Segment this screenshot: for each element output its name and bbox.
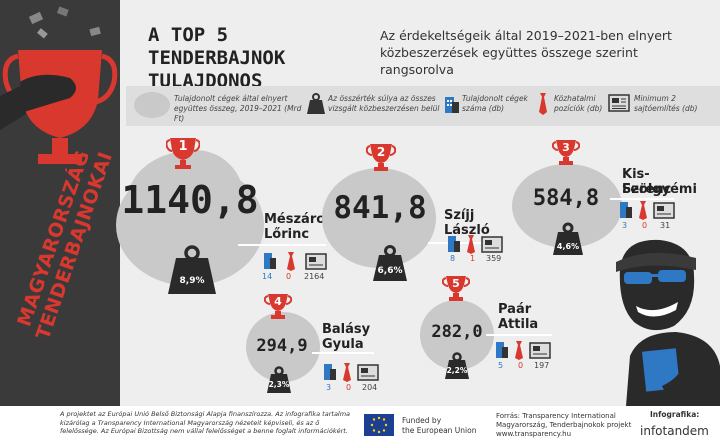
- legend-share: Az összérték súlya az összes vizsgált kö…: [328, 94, 440, 113]
- rank-3: 3: [562, 141, 570, 154]
- stat-icons-4: [324, 363, 379, 382]
- press-3: 31: [660, 221, 671, 230]
- positions-2: 1: [470, 254, 476, 263]
- source-line-2: Magyarország, Tenderbajnokok projekt: [496, 421, 632, 429]
- stat-icons-5: [496, 341, 551, 360]
- stat-icons-2: [448, 235, 503, 254]
- share-4: 2,3%: [268, 380, 290, 389]
- share-3: 4,6%: [556, 242, 580, 251]
- positions-5: 0: [518, 361, 524, 370]
- newspaper-legend-icon: [608, 94, 630, 112]
- legend-sum: Tulajdonolt cégek által elnyert együttes…: [174, 94, 302, 123]
- companies-5: 5: [498, 361, 504, 370]
- page-title: A TOP 5 TENDERBAJNOK TULAJDONOS: [148, 24, 286, 92]
- trophy-illustration: [0, 6, 118, 164]
- value-5: 282,0: [431, 322, 483, 342]
- leader-line-4: [312, 352, 374, 354]
- weight-icon-1: [168, 245, 216, 294]
- value-1: 1140,8: [121, 178, 259, 222]
- companies-4: 3: [326, 383, 332, 392]
- companies-1: 14: [262, 272, 273, 281]
- source-line-1: Forrás: Transparency International: [496, 412, 616, 420]
- value-4: 294,9: [256, 336, 308, 356]
- name-5b: Attila: [498, 317, 539, 332]
- weight-icon-5: [445, 352, 469, 379]
- source-url: www.transparency.hu: [496, 430, 572, 438]
- blob-5: [420, 300, 494, 370]
- rank-4: 4: [274, 295, 282, 308]
- trophy-icon: [552, 140, 580, 165]
- weight-icon-2: [373, 245, 407, 281]
- trophy-icon: [442, 276, 470, 301]
- value-2: 841,8: [333, 190, 427, 226]
- tie-legend-icon: [539, 93, 547, 115]
- footer-disclaimer: A projektet az Európai Unió Belső Bizton…: [60, 410, 351, 435]
- name-3a: Kis-Szölgyémi: [622, 167, 697, 197]
- blob-legend-icon: [134, 92, 170, 118]
- legend-companies: Tulajdonolt cégek száma (db): [462, 94, 528, 113]
- funded-line-1: Funded by: [402, 416, 442, 425]
- companies-2: 8: [450, 254, 456, 263]
- name-5a: Paár: [498, 302, 532, 317]
- leader-line-2: [428, 242, 500, 244]
- positions-4: 0: [346, 383, 352, 392]
- stat-icons-1: [264, 252, 327, 271]
- leader-line-1: [238, 244, 326, 246]
- positions-3: 0: [642, 221, 648, 230]
- footer: [0, 406, 720, 446]
- share-1: 8,9%: [179, 276, 205, 286]
- name-1b: Lőrinc: [264, 227, 310, 242]
- trophy-icon: [366, 144, 396, 171]
- value-3: 584,8: [532, 186, 600, 211]
- press-2: 359: [486, 254, 502, 263]
- companies-3: 3: [622, 221, 628, 230]
- weight-icon-3: [553, 222, 583, 255]
- name-2a: Szíjj: [444, 208, 475, 223]
- stat-icons-3: [620, 201, 675, 220]
- legend-press: Minimum 2 sajtóemlítés (db): [634, 94, 698, 113]
- weight-icon-4: [267, 366, 291, 393]
- press-5: 197: [534, 361, 550, 370]
- leader-line-5: [486, 334, 552, 336]
- name-4b: Gyula: [322, 337, 364, 352]
- share-2: 6,6%: [377, 266, 403, 276]
- rank-1: 1: [178, 139, 188, 154]
- legend-positions: Közhatalmi pozíciók (db): [554, 94, 603, 113]
- leader-line-3: [610, 198, 674, 200]
- name-2b: László: [444, 223, 490, 238]
- share-5: 2,2%: [446, 366, 468, 375]
- rank-5: 5: [452, 277, 460, 290]
- credit-label: Infografika:: [650, 410, 700, 419]
- funded-line-2: the European Union: [402, 426, 477, 435]
- positions-1: 0: [286, 272, 292, 281]
- press-1: 2164: [304, 272, 325, 281]
- credit-logo: infotandem: [640, 424, 709, 438]
- man-illustration: [616, 239, 720, 406]
- building-legend-icon: [445, 97, 459, 113]
- press-4: 204: [362, 383, 378, 392]
- weight-legend-icon: [307, 93, 325, 114]
- page-subtitle: Az érdekeltségeik által 2019–2021-ben el…: [380, 28, 672, 77]
- name-3b: Ferenc: [622, 182, 672, 197]
- rank-2: 2: [376, 145, 386, 159]
- name-1a: Mészáros: [264, 212, 333, 227]
- trophy-icon: [166, 138, 200, 169]
- trophy-icon: [264, 294, 292, 319]
- name-4a: Balásy: [322, 322, 371, 337]
- eu-flag-icon: [364, 414, 394, 436]
- blob-2: [322, 168, 436, 268]
